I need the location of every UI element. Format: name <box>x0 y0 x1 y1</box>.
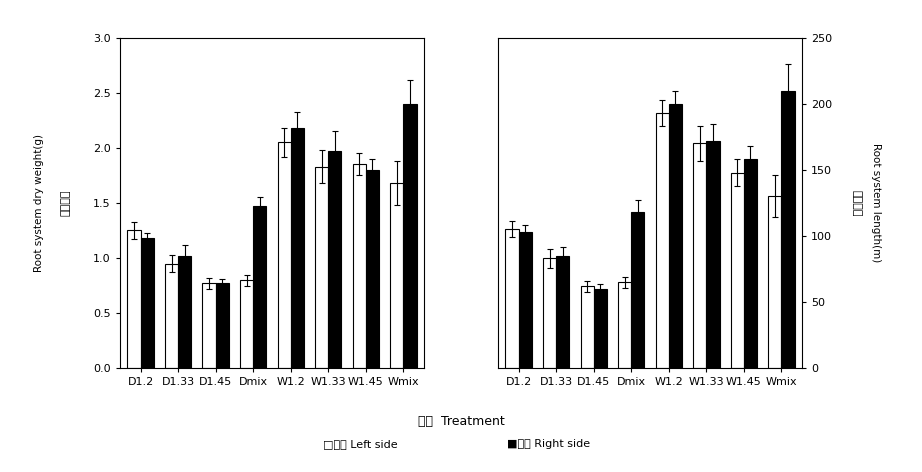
Bar <box>254 206 266 368</box>
Bar <box>366 170 379 368</box>
Bar <box>390 183 404 368</box>
Bar <box>165 263 178 368</box>
Bar <box>744 160 757 368</box>
Bar <box>581 286 594 368</box>
Bar <box>632 212 644 368</box>
Bar <box>240 280 254 368</box>
Bar <box>315 167 328 368</box>
Bar <box>140 238 154 368</box>
Text: 根系干重: 根系干重 <box>60 190 70 216</box>
Bar <box>618 282 632 368</box>
Bar <box>290 128 304 368</box>
Text: □左边 Left side: □左边 Left side <box>323 438 397 449</box>
Bar <box>782 91 795 368</box>
Bar <box>278 143 290 368</box>
Bar <box>216 283 229 368</box>
Bar <box>556 256 569 368</box>
Bar <box>127 230 140 368</box>
Bar <box>594 289 607 368</box>
Bar <box>668 104 682 368</box>
Bar <box>203 283 216 368</box>
Text: ■右边 Right side: ■右边 Right side <box>507 438 590 449</box>
Bar <box>328 151 341 368</box>
Bar <box>178 256 191 368</box>
Y-axis label: Root system dry weight(g): Root system dry weight(g) <box>34 134 44 272</box>
Bar <box>353 164 366 368</box>
Bar <box>518 232 532 368</box>
Bar <box>505 229 518 368</box>
Bar <box>693 143 706 368</box>
Bar <box>404 104 417 368</box>
Bar <box>768 196 782 368</box>
Text: 处理  Treatment: 处理 Treatment <box>418 415 504 429</box>
Y-axis label: Root system length(m): Root system length(m) <box>871 143 881 262</box>
Text: 根系长度: 根系长度 <box>852 190 862 216</box>
Bar <box>543 259 556 368</box>
Bar <box>731 173 744 368</box>
Bar <box>656 113 668 368</box>
Bar <box>706 141 719 368</box>
